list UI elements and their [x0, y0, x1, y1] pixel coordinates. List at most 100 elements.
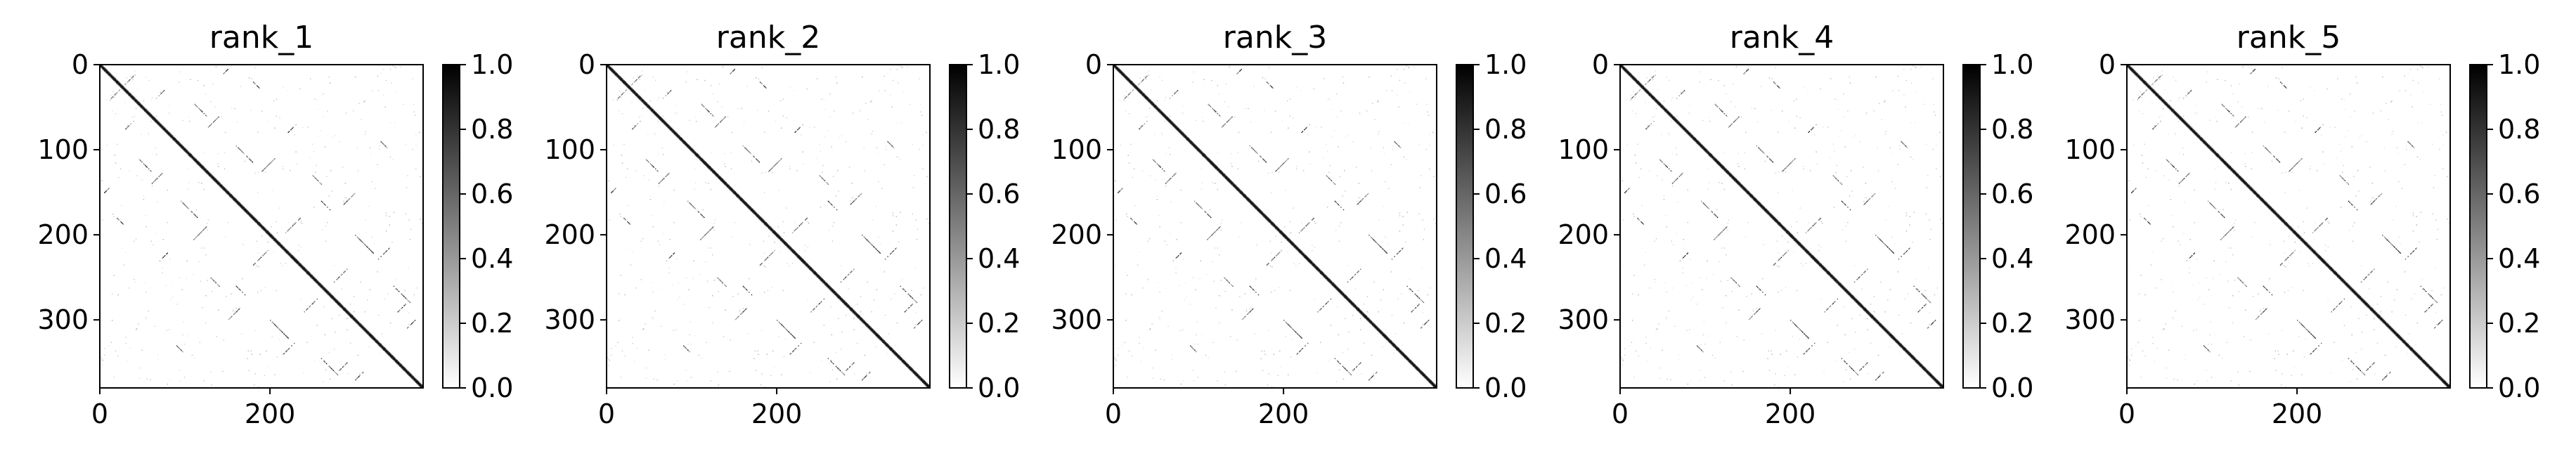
heatmap-cell: [922, 381, 924, 382]
heatmap-cell: [411, 323, 413, 325]
heatmap-cell: [611, 69, 613, 70]
heatmap-cell: [382, 346, 384, 349]
heatmap-cell: [395, 67, 396, 69]
heatmap-cell: [666, 174, 668, 176]
heatmap-cell: [218, 183, 219, 185]
heatmap-cell: [364, 100, 365, 102]
heatmap-cell: [307, 126, 309, 128]
heatmap-cell: [732, 188, 734, 190]
heatmap-cell: [863, 323, 865, 325]
heatmap-cell: [914, 370, 916, 372]
heatmap-cell: [796, 254, 798, 256]
heatmap-cell: [150, 117, 153, 119]
heatmap-cell: [295, 151, 297, 152]
heatmap-cell: [340, 306, 342, 308]
heatmap-cell: [678, 136, 680, 138]
heatmap-cell: [756, 159, 758, 160]
heatmap-cell: [865, 323, 867, 325]
heatmap-cell: [407, 370, 408, 371]
heatmap-cell: [860, 193, 862, 195]
heatmap-cell: [912, 368, 913, 370]
heatmap-cell: [194, 357, 195, 358]
heatmap-cell: [349, 314, 351, 316]
heatmap-cell: [375, 342, 377, 344]
heatmap-cell: [391, 354, 393, 356]
heatmap-cell: [342, 308, 344, 309]
heatmap-cell: [902, 360, 904, 361]
heatmap-cell: [171, 136, 173, 138]
heatmap-cell: [165, 285, 167, 286]
heatmap-cell: [219, 183, 221, 185]
heatmap-cell: [633, 90, 634, 91]
heatmap-cell: [851, 308, 853, 309]
heatmap-cell: [323, 360, 325, 361]
heatmap-cell: [765, 224, 767, 226]
heatmap-cell: [702, 105, 704, 107]
heatmap-cell: [773, 166, 775, 167]
heatmap-cell: [844, 304, 846, 306]
heatmap-cell: [195, 160, 198, 161]
x-tick-label: 0: [91, 398, 108, 429]
heatmap-cell: [708, 164, 710, 167]
heatmap-cell: [340, 368, 342, 370]
heatmap-cell: [141, 106, 143, 108]
heatmap-cell: [769, 170, 770, 171]
heatmap-cell: [872, 245, 874, 247]
heatmap-cell: [608, 67, 609, 70]
heatmap-cell: [678, 135, 680, 136]
heatmap-cell: [639, 96, 640, 98]
heatmap-cell: [327, 110, 328, 112]
heatmap-cell: [251, 160, 252, 162]
heatmap-cell: [261, 235, 263, 237]
heatmap-cell: [115, 78, 117, 79]
heatmap-cell: [621, 79, 623, 82]
heatmap-cell: [286, 252, 287, 254]
heatmap-cell: [680, 139, 682, 141]
heatmap-cell: [666, 124, 668, 126]
heatmap-cell: [371, 181, 373, 183]
colorbar-tick-label: 0.0: [471, 372, 513, 403]
axes-frame: [99, 64, 424, 389]
heatmap-cell: [769, 255, 770, 257]
heatmap-cell: [250, 160, 252, 161]
heatmap-cell: [649, 108, 652, 110]
heatmap-cell: [842, 301, 843, 302]
heatmap-cell: [292, 257, 295, 259]
heatmap-cell: [224, 152, 226, 154]
heatmap-cell: [680, 138, 682, 140]
heatmap-cell: [912, 370, 913, 371]
heatmap-cell: [153, 119, 155, 122]
heatmap-cell: [636, 94, 637, 96]
heatmap-cell: [314, 280, 316, 282]
heatmap-cell: [918, 375, 919, 377]
heatmap-cell: [649, 105, 650, 107]
heatmap-cell: [631, 89, 633, 91]
heatmap-cell: [923, 380, 924, 382]
heatmap-cell: [413, 380, 415, 382]
heatmap-cell: [415, 134, 417, 136]
heatmap-cell: [292, 224, 295, 226]
heatmap-cell: [898, 358, 900, 360]
heatmap-cell: [379, 344, 380, 346]
heatmap-cell: [677, 136, 678, 138]
heatmap-cell: [221, 188, 223, 189]
heatmap-cell: [724, 284, 725, 285]
heatmap-cell: [345, 197, 347, 199]
heatmap-cell: [888, 346, 890, 348]
heatmap-cell: [718, 176, 720, 177]
heatmap-cell: [720, 178, 722, 180]
heatmap-cell: [325, 290, 327, 292]
heatmap-cell: [194, 238, 195, 240]
heatmap-cell: [662, 119, 664, 122]
heatmap-cell: [781, 158, 782, 160]
heatmap-cell: [420, 385, 422, 387]
heatmap-cell: [267, 233, 268, 235]
heatmap-cell: [876, 335, 879, 337]
heatmap-cell: [619, 96, 621, 98]
heatmap-cell: [258, 171, 259, 173]
heatmap-cell: [125, 91, 127, 92]
heatmap-cell: [325, 204, 327, 207]
heatmap-cell: [280, 245, 283, 247]
heatmap-cell: [268, 233, 270, 235]
heatmap-cell: [328, 292, 330, 294]
